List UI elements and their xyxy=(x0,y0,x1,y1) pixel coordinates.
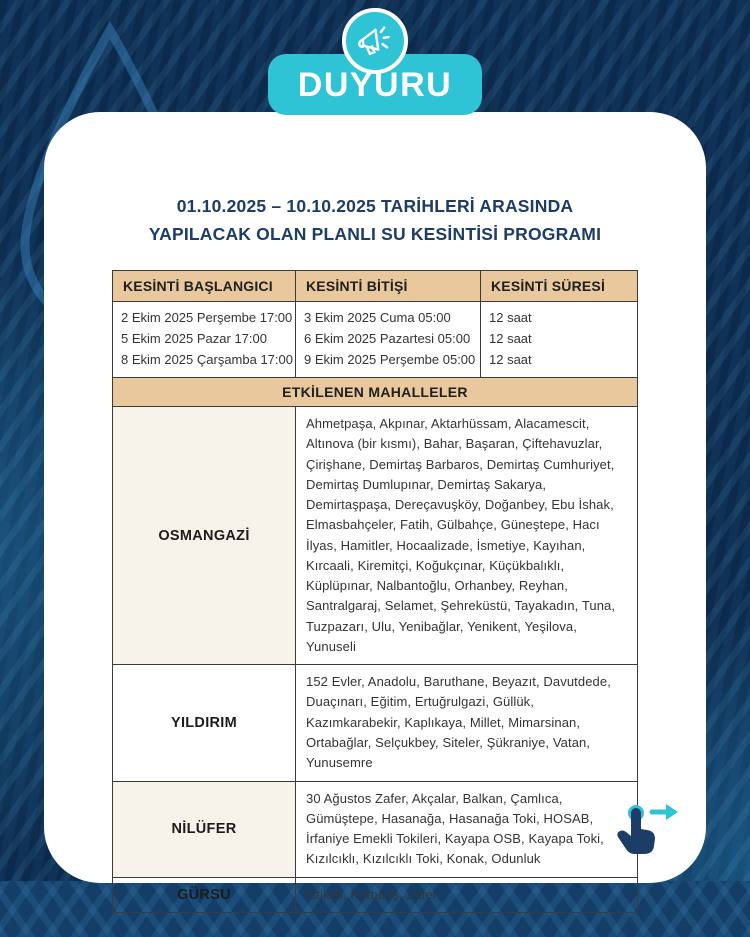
district-neighborhoods: 30 Ağustos Zafer, Akçalar, Balkan, Çamlı… xyxy=(306,790,604,867)
schedule-row: 2 Ekim 2025 Perşembe 17:00 5 Ekim 2025 P… xyxy=(113,302,637,378)
column-header-start: KESİNTİ BAŞLANGICI xyxy=(113,271,296,301)
title-line-2: YAPILACAK OLAN PLANLI SU KESİNTİSİ PROGR… xyxy=(148,224,602,244)
start-times-cell: 2 Ekim 2025 Perşembe 17:00 5 Ekim 2025 P… xyxy=(113,302,296,377)
page-title: 01.10.2025 – 10.10.2025 TARİHLERİ ARASIN… xyxy=(44,192,706,248)
outage-table: KESİNTİ BAŞLANGICI KESİNTİ BİTİŞİ KESİNT… xyxy=(112,270,638,913)
district-name: NİLÜFER xyxy=(113,781,296,877)
end-time: 6 Ekim 2025 Pazartesi 05:00 xyxy=(304,331,471,346)
end-times-cell: 3 Ekim 2025 Cuma 05:00 6 Ekim 2025 Pazar… xyxy=(296,302,481,377)
duration: 12 saat xyxy=(489,310,532,325)
start-time: 2 Ekim 2025 Perşembe 17:00 xyxy=(121,310,293,325)
district-name: YILDIRIM xyxy=(113,665,296,781)
title-line-1: 01.10.2025 – 10.10.2025 TARİHLERİ ARASIN… xyxy=(176,196,574,216)
column-header-duration: KESİNTİ SÜRESİ xyxy=(481,271,637,301)
banner: DUYURU xyxy=(0,8,750,115)
duration: 12 saat xyxy=(489,352,532,367)
district-neighborhoods: Ahmetpaşa, Akpınar, Aktarhüssam, Alacame… xyxy=(306,416,616,654)
durations-cell: 12 saat 12 saat 12 saat xyxy=(481,302,637,377)
district-name: GÜRSU xyxy=(113,877,296,912)
affected-header: ETKİLENEN MAHALLELER xyxy=(113,378,637,406)
column-header-end: KESİNTİ BİTİŞİ xyxy=(296,271,481,301)
footer-chevron-band xyxy=(0,881,750,937)
start-time: 8 Ekim 2025 Çarşamba 17:00 xyxy=(121,352,293,367)
district-name: OSMANGAZİ xyxy=(113,407,296,665)
table-row-gursu: GÜRSU İstiklal, Kurtuluş, Zafer xyxy=(113,877,637,912)
affected-header-row: ETKİLENEN MAHALLELER xyxy=(113,378,637,407)
table-header-row: KESİNTİ BAŞLANGICI KESİNTİ BİTİŞİ KESİNT… xyxy=(113,271,637,302)
end-time: 3 Ekim 2025 Cuma 05:00 xyxy=(304,310,451,325)
table-row-nilufer: NİLÜFER 30 Ağustos Zafer, Akçalar, Balka… xyxy=(113,781,637,878)
megaphone-icon xyxy=(342,8,408,74)
table-row-yildirim: YILDIRIM 152 Evler, Anadolu, Baruthane, … xyxy=(113,665,637,782)
duration: 12 saat xyxy=(489,331,532,346)
district-neighborhoods: İstiklal, Kurtuluş, Zafer xyxy=(306,886,438,902)
swipe-right-icon xyxy=(617,804,678,854)
district-neighborhoods: 152 Evler, Anadolu, Baruthane, Beyazıt, … xyxy=(306,674,611,771)
end-time: 9 Ekim 2025 Perşembe 05:00 xyxy=(304,352,476,367)
table-row-osmangazi: OSMANGAZİ Ahmetpaşa, Akpınar, Aktarhüssa… xyxy=(113,407,637,666)
announcement-card: 01.10.2025 – 10.10.2025 TARİHLERİ ARASIN… xyxy=(44,112,706,913)
start-time: 5 Ekim 2025 Pazar 17:00 xyxy=(121,331,267,346)
